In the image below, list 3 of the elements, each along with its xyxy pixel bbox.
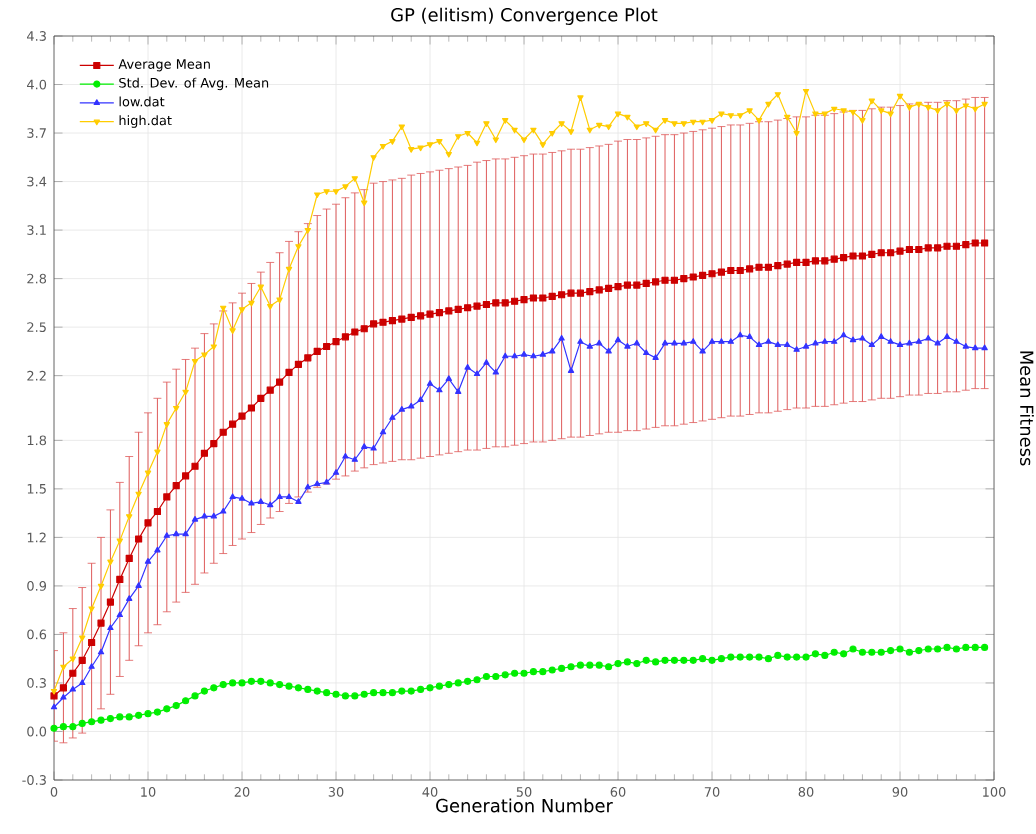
y-axis-title: Mean Fitness bbox=[1019, 351, 1034, 466]
x-axis-title: Generation Number bbox=[436, 798, 613, 813]
chart-title: GP (elitism) Convergence Plot bbox=[391, 7, 658, 25]
